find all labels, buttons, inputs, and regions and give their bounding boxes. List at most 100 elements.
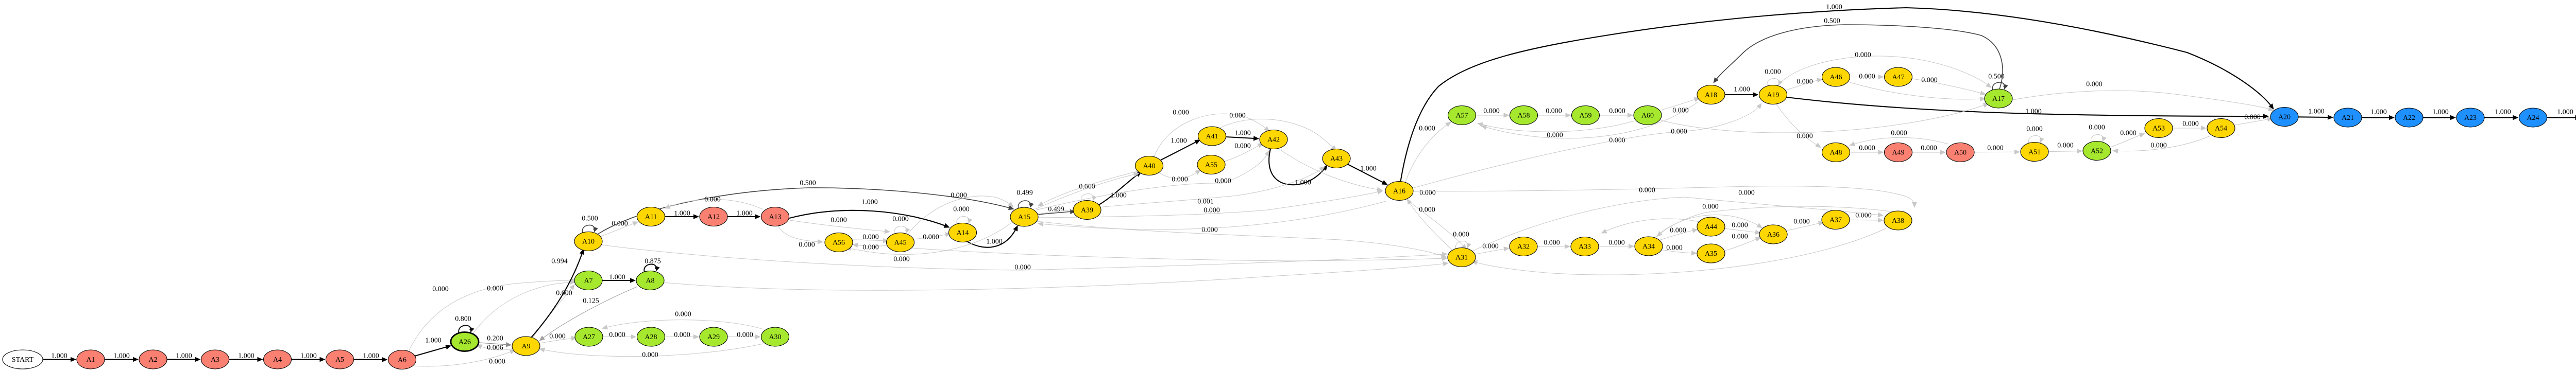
svg-text:A3: A3 <box>211 356 219 364</box>
svg-text:A6: A6 <box>398 357 406 364</box>
svg-text:0.000: 0.000 <box>1765 68 1781 76</box>
svg-text:0.000: 0.000 <box>1859 73 1875 81</box>
svg-text:0.000: 0.000 <box>675 311 691 319</box>
svg-text:A8: A8 <box>646 277 654 285</box>
svg-text:A58: A58 <box>1517 112 1530 120</box>
svg-text:0.000: 0.000 <box>1419 125 1435 133</box>
svg-text:A52: A52 <box>2091 148 2103 155</box>
svg-text:1.000: 1.000 <box>1234 130 1251 137</box>
svg-text:0.000: 0.000 <box>1609 137 1625 145</box>
svg-text:0.000: 0.000 <box>432 286 449 293</box>
svg-text:0.000: 0.000 <box>1546 108 1562 115</box>
svg-text:1.000: 1.000 <box>2370 109 2387 116</box>
svg-text:0.000: 0.000 <box>1544 239 1560 247</box>
svg-text:1.000: 1.000 <box>2025 108 2042 116</box>
svg-text:A51: A51 <box>2028 149 2041 156</box>
svg-text:A39: A39 <box>1081 207 1093 215</box>
svg-text:0.000: 0.000 <box>1234 143 1251 150</box>
svg-text:A10: A10 <box>582 238 595 246</box>
svg-text:0.000: 0.000 <box>1639 187 1655 195</box>
svg-text:1.000: 1.000 <box>674 210 690 218</box>
svg-text:A29: A29 <box>707 333 720 341</box>
svg-text:0.000: 0.000 <box>2057 142 2074 150</box>
svg-text:A54: A54 <box>2215 125 2227 133</box>
svg-text:A17: A17 <box>1992 95 2005 103</box>
svg-text:A16: A16 <box>1393 188 1405 196</box>
svg-text:0.000: 0.000 <box>737 331 753 339</box>
svg-text:1.000: 1.000 <box>609 274 625 281</box>
svg-text:0.000: 0.000 <box>799 241 815 249</box>
svg-text:0.000: 0.000 <box>2026 126 2043 133</box>
svg-text:1.000: 1.000 <box>113 352 130 360</box>
svg-text:0.994: 0.994 <box>551 258 568 266</box>
svg-text:0.000: 0.000 <box>1670 227 1686 235</box>
svg-text:1.000: 1.000 <box>363 352 379 360</box>
svg-text:START: START <box>12 356 34 364</box>
svg-text:0.000: 0.000 <box>1173 109 1189 117</box>
svg-text:0.000: 0.000 <box>1609 108 1625 115</box>
svg-text:A49: A49 <box>1892 149 1904 157</box>
svg-text:0.000: 0.000 <box>1419 206 1435 214</box>
svg-text:0.000: 0.000 <box>1702 203 1719 211</box>
svg-text:0.000: 0.000 <box>2150 142 2167 150</box>
svg-text:A40: A40 <box>1143 163 1155 170</box>
svg-text:A34: A34 <box>1642 243 1655 251</box>
svg-text:A23: A23 <box>2464 114 2477 122</box>
svg-text:0.000: 0.000 <box>893 256 910 263</box>
svg-text:A56: A56 <box>833 239 845 247</box>
svg-text:0.001: 0.001 <box>1197 198 1214 206</box>
svg-text:A11: A11 <box>645 214 657 221</box>
svg-text:0.000: 0.000 <box>1987 145 2004 152</box>
svg-text:0.000: 0.000 <box>1732 222 1748 229</box>
svg-text:0.000: 0.000 <box>1859 145 1875 152</box>
svg-text:A37: A37 <box>1829 217 1842 224</box>
svg-text:A1: A1 <box>86 356 95 364</box>
svg-text:0.000: 0.000 <box>1738 189 1755 197</box>
svg-text:1.000: 1.000 <box>51 352 67 360</box>
svg-text:A30: A30 <box>769 333 781 341</box>
svg-text:A20: A20 <box>2278 114 2291 121</box>
svg-text:0.000: 0.000 <box>951 192 967 200</box>
svg-text:A22: A22 <box>2403 114 2415 122</box>
svg-text:0.000: 0.000 <box>609 331 625 339</box>
svg-text:1.000: 1.000 <box>1826 4 1842 11</box>
svg-text:A46: A46 <box>1829 74 1842 81</box>
svg-text:A38: A38 <box>1892 217 1904 225</box>
svg-text:0.000: 0.000 <box>674 331 690 339</box>
svg-text:A32: A32 <box>1517 243 1530 251</box>
svg-text:0.000: 0.000 <box>549 333 566 341</box>
svg-text:0.000: 0.000 <box>2089 124 2105 132</box>
svg-text:0.000: 0.000 <box>1483 108 1500 115</box>
svg-text:0.000: 0.000 <box>1891 130 1907 137</box>
svg-text:0.500: 0.500 <box>582 215 598 223</box>
svg-text:1.000: 1.000 <box>2495 109 2511 116</box>
svg-text:A19: A19 <box>1767 92 1779 99</box>
svg-text:0.000: 0.000 <box>612 220 628 228</box>
svg-text:1.000: 1.000 <box>238 352 255 360</box>
svg-text:0.000: 0.000 <box>892 216 909 223</box>
svg-text:0.000: 0.000 <box>704 196 721 204</box>
svg-text:A60: A60 <box>1641 112 1654 120</box>
svg-text:0.125: 0.125 <box>583 297 599 305</box>
svg-text:0.000: 0.000 <box>487 285 503 293</box>
svg-text:A14: A14 <box>956 229 969 237</box>
svg-text:0.000: 0.000 <box>1921 77 1938 84</box>
svg-text:A31: A31 <box>1455 254 1468 262</box>
svg-text:0.006: 0.006 <box>487 344 503 352</box>
svg-text:0.000: 0.000 <box>923 234 939 241</box>
svg-text:A12: A12 <box>707 214 720 221</box>
svg-text:1.000: 1.000 <box>2432 109 2449 116</box>
svg-text:1.000: 1.000 <box>1295 179 1311 187</box>
svg-text:1.000: 1.000 <box>176 352 192 360</box>
svg-text:0.000: 0.000 <box>953 206 970 214</box>
svg-text:A57: A57 <box>1455 112 1468 120</box>
svg-text:0.499: 0.499 <box>1016 189 1033 197</box>
svg-text:A36: A36 <box>1767 231 1780 239</box>
svg-text:0.000: 0.000 <box>1079 183 1095 191</box>
svg-text:0.800: 0.800 <box>455 315 471 323</box>
svg-text:0.000: 0.000 <box>1666 244 1683 252</box>
svg-text:0.000: 0.000 <box>1797 133 1813 140</box>
svg-text:A33: A33 <box>1579 243 1591 251</box>
svg-text:A2: A2 <box>148 356 157 364</box>
svg-text:A45: A45 <box>894 239 906 247</box>
